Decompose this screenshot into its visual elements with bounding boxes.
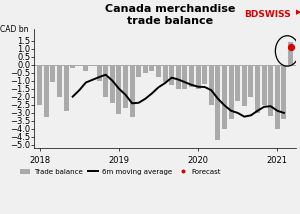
- Bar: [182, 65, 188, 89]
- Bar: [116, 65, 122, 114]
- Bar: [189, 65, 194, 87]
- Bar: [70, 65, 75, 68]
- Bar: [196, 65, 201, 89]
- Bar: [90, 65, 95, 66]
- Bar: [50, 65, 56, 82]
- Bar: [275, 65, 280, 129]
- Text: BDSWISS: BDSWISS: [244, 10, 291, 19]
- Bar: [169, 65, 174, 85]
- Bar: [163, 65, 168, 82]
- Bar: [288, 42, 293, 65]
- Bar: [64, 65, 69, 111]
- Bar: [110, 65, 115, 103]
- Bar: [176, 65, 181, 89]
- Bar: [248, 65, 253, 97]
- Text: CAD bn: CAD bn: [0, 25, 29, 34]
- Bar: [281, 65, 286, 119]
- Bar: [268, 65, 273, 116]
- Bar: [229, 65, 234, 119]
- Bar: [255, 65, 260, 113]
- Bar: [103, 65, 108, 97]
- Bar: [44, 65, 49, 117]
- Bar: [57, 65, 62, 97]
- Bar: [262, 65, 267, 105]
- Bar: [149, 65, 154, 71]
- Bar: [215, 65, 220, 140]
- Bar: [136, 65, 141, 77]
- Bar: [97, 65, 102, 81]
- Bar: [83, 65, 88, 71]
- Bar: [143, 65, 148, 73]
- Title: Canada merchandise
trade balance: Canada merchandise trade balance: [105, 4, 236, 26]
- Bar: [242, 65, 247, 106]
- Bar: [130, 65, 135, 117]
- Bar: [77, 65, 82, 66]
- Bar: [202, 65, 207, 84]
- Legend: Trade balance, 6m moving average, Forecast: Trade balance, 6m moving average, Foreca…: [17, 166, 224, 178]
- Bar: [235, 65, 240, 101]
- Bar: [123, 65, 128, 108]
- Point: [288, 45, 293, 49]
- Bar: [209, 65, 214, 105]
- Bar: [222, 65, 227, 129]
- Bar: [37, 65, 42, 105]
- Bar: [156, 65, 161, 77]
- Text: ▶: ▶: [296, 10, 300, 16]
